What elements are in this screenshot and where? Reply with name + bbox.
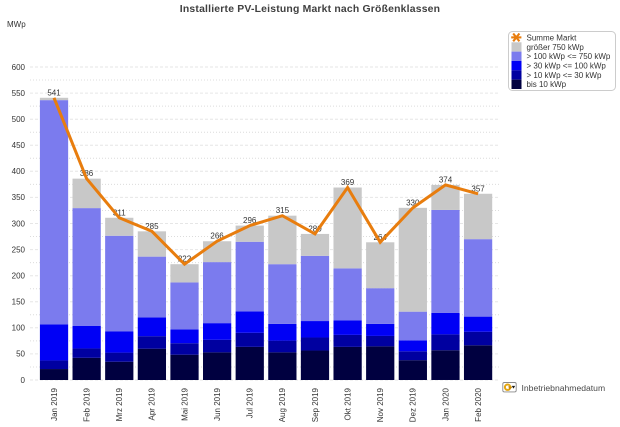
svg-text:330: 330 xyxy=(406,198,420,207)
svg-text:Apr 2019: Apr 2019 xyxy=(148,387,157,420)
svg-text:Jan 2020: Jan 2020 xyxy=(441,387,450,420)
svg-text:Sep 2019: Sep 2019 xyxy=(311,387,320,422)
svg-text:350: 350 xyxy=(12,193,26,202)
svg-text:MWp: MWp xyxy=(7,20,26,29)
svg-text:541: 541 xyxy=(47,88,61,97)
svg-text:50: 50 xyxy=(16,350,25,359)
svg-text:100: 100 xyxy=(12,324,26,333)
svg-text:Inbetriebnahmedatum: Inbetriebnahmedatum xyxy=(522,383,606,393)
svg-text:Okt 2019: Okt 2019 xyxy=(343,387,352,420)
svg-text:311: 311 xyxy=(113,208,126,217)
svg-text:200: 200 xyxy=(12,272,26,281)
svg-text:357: 357 xyxy=(471,184,485,193)
svg-text:222: 222 xyxy=(178,255,192,264)
svg-text:Installierte PV-Leistung Markt: Installierte PV-Leistung Markt nach Größ… xyxy=(180,4,440,15)
svg-text:Mrz 2019: Mrz 2019 xyxy=(115,387,124,421)
svg-text:450: 450 xyxy=(12,141,26,150)
svg-text:> 30 kWp <= 100 kWp: > 30 kWp <= 100 kWp xyxy=(527,62,607,71)
svg-text:300: 300 xyxy=(12,219,26,228)
svg-text:264: 264 xyxy=(374,233,388,242)
svg-text:Summe Markt: Summe Markt xyxy=(527,33,578,42)
svg-text:bis 10 kWp: bis 10 kWp xyxy=(527,80,567,89)
svg-text:400: 400 xyxy=(12,167,26,176)
svg-text:500: 500 xyxy=(12,115,26,124)
svg-text:größer 750 kWp: größer 750 kWp xyxy=(527,43,585,52)
svg-text:Mai 2019: Mai 2019 xyxy=(180,387,189,420)
svg-text:Aug 2019: Aug 2019 xyxy=(278,387,287,422)
svg-text:Dez 2019: Dez 2019 xyxy=(409,387,418,422)
svg-text:386: 386 xyxy=(80,169,94,178)
svg-text:Jun 2019: Jun 2019 xyxy=(213,387,222,420)
svg-text:296: 296 xyxy=(243,216,257,225)
svg-text:250: 250 xyxy=(12,245,26,254)
svg-text:> 10 kWp <= 30 kWp: > 10 kWp <= 30 kWp xyxy=(527,71,602,80)
svg-text:280: 280 xyxy=(308,224,322,233)
svg-text:369: 369 xyxy=(341,178,355,187)
svg-text:Jul 2019: Jul 2019 xyxy=(246,387,255,418)
svg-text:0: 0 xyxy=(21,376,26,385)
svg-text:Feb 2020: Feb 2020 xyxy=(474,387,483,421)
svg-text:600: 600 xyxy=(12,63,26,72)
svg-text:374: 374 xyxy=(439,175,453,184)
svg-text:Nov 2019: Nov 2019 xyxy=(376,387,385,422)
svg-text:266: 266 xyxy=(210,232,224,241)
svg-text:550: 550 xyxy=(12,89,26,98)
svg-text:150: 150 xyxy=(12,298,26,307)
svg-text:> 100 kWp <= 750 kWp: > 100 kWp <= 750 kWp xyxy=(527,52,611,61)
svg-text:Feb 2019: Feb 2019 xyxy=(82,387,91,421)
svg-text:315: 315 xyxy=(276,206,290,215)
svg-text:Jan 2019: Jan 2019 xyxy=(50,387,59,420)
svg-text:285: 285 xyxy=(145,222,159,231)
